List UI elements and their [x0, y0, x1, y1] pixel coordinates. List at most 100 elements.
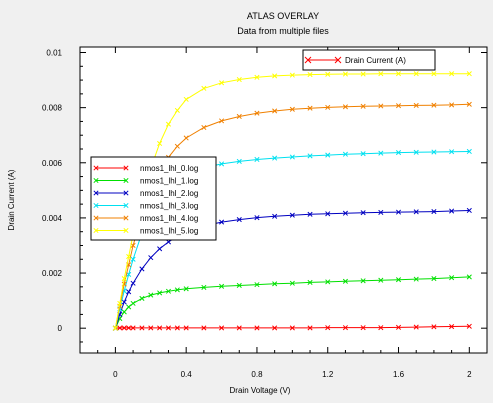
data-point — [307, 211, 313, 217]
data-point — [466, 71, 472, 77]
data-point — [272, 213, 278, 219]
legend-marker — [123, 190, 129, 196]
y-tick-label: 0.01 — [46, 49, 62, 58]
legend-marker — [93, 177, 99, 184]
x-tick-label: 1.2 — [322, 370, 334, 379]
legend-entries: nmos1_lhl_0.log nmos1_lhl_1.log nmos1_lhl_… — [93, 164, 198, 236]
data-point — [466, 101, 472, 107]
data-point — [466, 274, 472, 280]
data-point — [360, 103, 366, 109]
data-point — [139, 295, 145, 301]
data-point — [395, 277, 402, 283]
data-point — [360, 325, 366, 331]
data-point — [289, 154, 295, 160]
data-point — [413, 276, 419, 282]
data-point — [219, 219, 225, 225]
data-point — [449, 275, 455, 281]
data-point — [449, 102, 455, 108]
data-point — [466, 148, 472, 155]
chart-subtitle: Data from multiple files — [237, 26, 329, 36]
quantity-legend-label: Drain Current (A) — [345, 56, 406, 65]
data-point — [254, 74, 260, 80]
data-point — [449, 71, 455, 77]
legend-marker — [93, 215, 99, 221]
data-point — [413, 71, 419, 77]
data-point — [431, 102, 437, 108]
data-point — [413, 102, 419, 108]
data-point — [325, 152, 331, 158]
legend-entry: nmos1_lhl_3.log — [93, 202, 198, 211]
x-tick-label: 0 — [113, 370, 118, 379]
legend-marker — [93, 165, 99, 171]
data-point — [378, 103, 384, 109]
data-point — [325, 104, 331, 110]
data-point — [342, 151, 348, 157]
data-point — [174, 287, 180, 293]
data-point — [272, 325, 278, 331]
data-point — [360, 71, 366, 77]
data-point — [130, 280, 136, 286]
legend-entry: nmos1_lhl_2.log — [93, 189, 198, 198]
y-axis-title: Drain Current (A) — [7, 169, 16, 230]
y-tick-label: 0.004 — [42, 214, 63, 223]
data-point — [112, 325, 118, 331]
y-tick-label: 0.006 — [42, 159, 63, 168]
data-point — [289, 325, 295, 331]
data-point — [219, 118, 225, 124]
data-point — [236, 76, 242, 83]
data-point — [431, 71, 437, 77]
legend-marker — [123, 177, 129, 184]
axis-ticks: 0 0.4 0.8 1.2 1.6 2 0 0.002 0.004 0.006 0.008 0.01 — [42, 47, 487, 379]
data-point — [121, 276, 127, 282]
chart-title: ATLAS OVERLAY — [247, 11, 319, 21]
legend-entry: nmos1_lhl_0.log — [93, 164, 198, 173]
data-point — [289, 72, 295, 78]
data-point — [165, 325, 172, 331]
legend-marker — [123, 227, 129, 234]
data-point — [219, 161, 225, 167]
data-point — [165, 121, 172, 127]
data-point — [378, 150, 384, 156]
legend-marker — [93, 227, 99, 234]
data-point — [449, 208, 455, 214]
data-point — [395, 209, 402, 215]
legend-marker — [93, 190, 99, 196]
data-point — [342, 278, 348, 284]
data-point — [130, 256, 136, 262]
legend-label: nmos1_lhl_2.log — [140, 189, 198, 198]
data-point — [126, 304, 132, 310]
data-point — [466, 323, 472, 329]
series-legend: nmos1_lhl_0.log nmos1_lhl_1.log nmos1_lhl_… — [90, 156, 217, 241]
data-point — [183, 96, 189, 102]
data-point — [378, 71, 384, 77]
data-point — [307, 279, 313, 285]
data-point — [121, 309, 127, 315]
data-point — [139, 266, 145, 272]
quantity-legend-marker — [304, 56, 342, 64]
data-point — [174, 107, 180, 113]
data-point — [272, 73, 278, 79]
data-point — [272, 108, 278, 114]
legend-entry: nmos1_lhl_5.log — [93, 227, 198, 236]
data-point — [272, 281, 278, 287]
data-point — [254, 325, 260, 331]
data-point — [431, 209, 437, 215]
legend-marker — [93, 202, 99, 209]
data-point — [395, 324, 402, 330]
x-tick-label: 0.4 — [181, 370, 193, 379]
data-point — [126, 253, 132, 260]
data-point — [121, 299, 127, 305]
data-point — [130, 325, 136, 331]
data-point — [201, 124, 207, 131]
data-point — [254, 282, 260, 288]
data-point — [395, 150, 402, 156]
data-point — [157, 290, 163, 296]
data-point — [236, 113, 242, 120]
data-point — [201, 284, 207, 290]
data-point — [236, 325, 242, 331]
data-point — [431, 276, 437, 282]
data-point — [307, 105, 313, 111]
data-point — [378, 277, 384, 283]
data-point — [325, 279, 331, 285]
legend-label: nmos1_lhl_1.log — [140, 177, 198, 186]
